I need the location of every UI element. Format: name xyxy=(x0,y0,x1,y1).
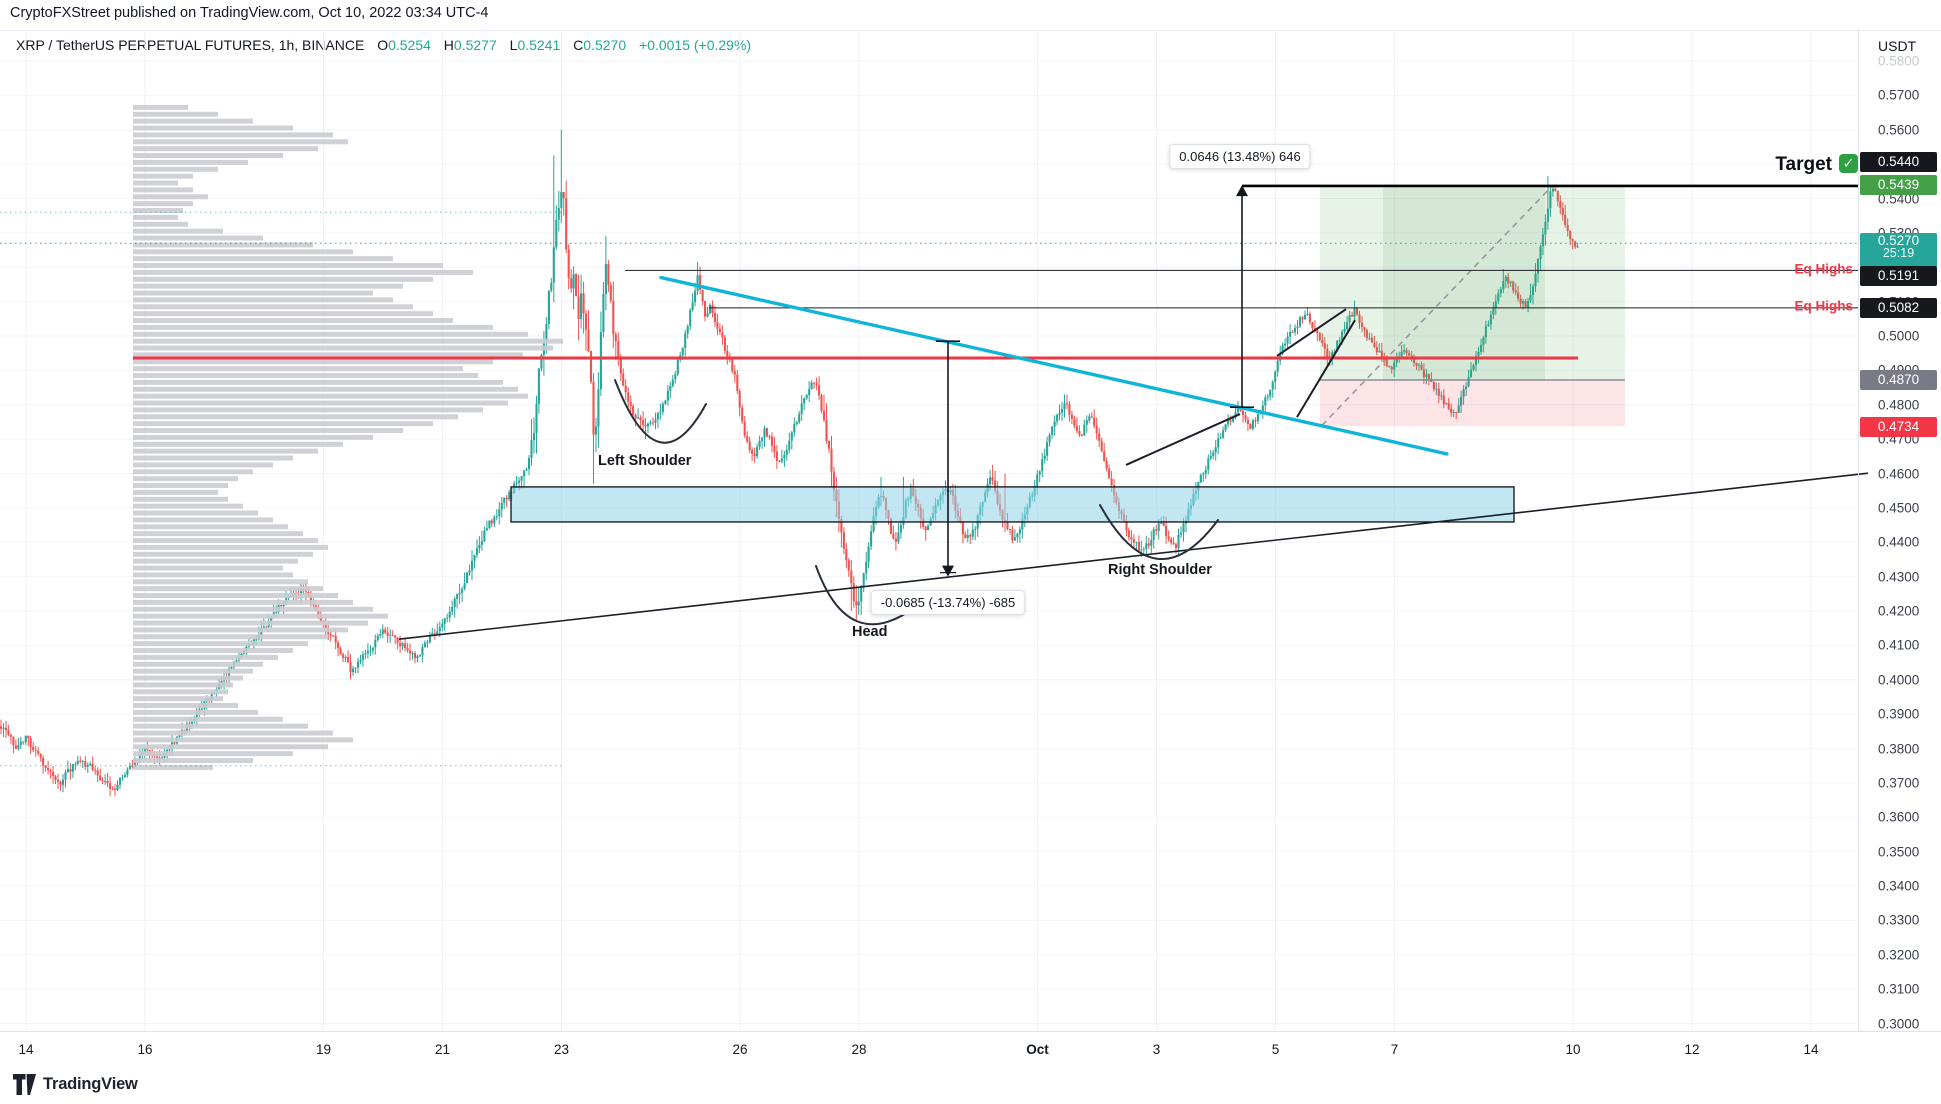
time-tick-19: 19 xyxy=(315,1042,332,1057)
long-position-tool[interactable] xyxy=(1320,185,1625,427)
price-tick-0.5600: 0.5600 xyxy=(1878,122,1920,138)
price-tick-0.3500: 0.3500 xyxy=(1878,844,1920,860)
price-tag-stop: 0.4734 xyxy=(1860,417,1937,437)
price-tick-0.4300: 0.4300 xyxy=(1878,569,1920,585)
price-tick-0.3300: 0.3300 xyxy=(1878,912,1920,928)
time-tick-12: 12 xyxy=(1684,1042,1700,1057)
price-tick-0.5700: 0.5700 xyxy=(1878,87,1920,103)
price-tick-0.3900: 0.3900 xyxy=(1878,706,1920,722)
channel-segment-1[interactable] xyxy=(1125,413,1241,466)
time-tick-23: 23 xyxy=(553,1042,570,1057)
price-tick-0.3200: 0.3200 xyxy=(1878,947,1920,963)
price-tick-0.4000: 0.4000 xyxy=(1878,672,1920,688)
measure-up-box: 0.0646 (13.48%) 646 xyxy=(1169,144,1311,169)
countdown-timer: 25:19 xyxy=(1882,246,1915,260)
descending-trendline-cyan[interactable] xyxy=(659,275,1449,456)
time-tick-14: 14 xyxy=(18,1042,34,1057)
price-tag-tp_line: 0.5439 xyxy=(1860,175,1937,195)
price-tag-entry: 0.4870 xyxy=(1860,370,1937,390)
ohlc-low-value: 0.5241 xyxy=(517,37,561,53)
eq-highs-label-1: Eq Highs xyxy=(1794,261,1853,277)
time-tick-21: 21 xyxy=(434,1042,451,1057)
ohlc-high-value: 0.5277 xyxy=(453,37,497,53)
tradingview-logo-icon xyxy=(13,1074,36,1095)
time-tick-26: 26 xyxy=(732,1042,748,1057)
target-label: Target xyxy=(1775,154,1832,175)
time-tick-5: 5 xyxy=(1271,1042,1280,1057)
volume-profile xyxy=(133,104,563,770)
price-tick-0.4500: 0.4500 xyxy=(1878,500,1920,516)
target-annotation: Target ✓ xyxy=(1700,154,1858,175)
symbol-title[interactable]: XRP / TetherUS PERPETUAL FUTURES, 1h, BI… xyxy=(16,37,365,53)
ascending-trendline-black[interactable] xyxy=(398,472,1869,640)
price-tick-0.5000: 0.5000 xyxy=(1878,328,1920,344)
pane-top-border xyxy=(0,30,1941,31)
ohlc-open-label: O xyxy=(377,37,389,53)
right-shoulder-arc[interactable] xyxy=(1099,504,1219,560)
time-tick-16: 16 xyxy=(137,1042,153,1057)
chart-legend[interactable]: XRP / TetherUS PERPETUAL FUTURES, 1h, BI… xyxy=(16,37,751,53)
change-value: +0.0015 (+0.29%) xyxy=(639,37,752,53)
price-tick-0.4400: 0.4400 xyxy=(1878,534,1920,550)
head-arc[interactable] xyxy=(815,565,915,626)
measure-down-arrow[interactable] xyxy=(936,340,960,577)
time-tick-14: 14 xyxy=(1803,1042,1819,1057)
ohlc-close-label: C xyxy=(573,37,584,53)
price-tick-0.3700: 0.3700 xyxy=(1878,775,1920,791)
measure-down-box: -0.0685 (-13.74%) -685 xyxy=(870,590,1026,615)
currency-label: USDT xyxy=(1878,38,1917,54)
time-axis[interactable] xyxy=(0,1031,1941,1032)
price-tag-target_price: 0.5440 xyxy=(1860,152,1937,172)
price-tag-eq_high_1: 0.5191 xyxy=(1860,266,1937,286)
time-tick-10: 10 xyxy=(1565,1042,1581,1057)
left-shoulder-arc[interactable] xyxy=(614,379,707,444)
channel-segment-2[interactable] xyxy=(1276,308,1347,357)
price-tick-0.4200: 0.4200 xyxy=(1878,603,1920,619)
price-tag-last_price: 0.5270 25:19 xyxy=(1860,233,1937,267)
tradingview-footer[interactable]: TradingView xyxy=(13,1074,138,1095)
price-tick-0.3400: 0.3400 xyxy=(1878,878,1920,894)
head-label: Head xyxy=(852,624,888,640)
channel-segment-3[interactable] xyxy=(1296,319,1356,418)
price-axis[interactable] xyxy=(1858,30,1859,1031)
left-shoulder-label: Left Shoulder xyxy=(598,453,692,469)
target-checkmark-icon: ✓ xyxy=(1839,154,1858,173)
price-tick-0.5800: 0.5800 xyxy=(1878,53,1920,69)
price-tick-0.3800: 0.3800 xyxy=(1878,741,1920,756)
price-tick-0.3100: 0.3100 xyxy=(1878,981,1920,997)
price-tag-eq_high_2: 0.5082 xyxy=(1860,298,1937,318)
price-tick-0.3000: 0.3000 xyxy=(1878,1016,1920,1031)
time-tick-Oct: Oct xyxy=(1026,1042,1049,1057)
time-tick-28: 28 xyxy=(851,1042,867,1057)
projection-dashed-line xyxy=(1321,185,1553,426)
tradingview-brand-text: TradingView xyxy=(43,1075,138,1093)
attribution-text: CryptoFXStreet published on TradingView.… xyxy=(10,5,489,21)
time-tick-7: 7 xyxy=(1390,1042,1399,1057)
price-tick-0.3600: 0.3600 xyxy=(1878,809,1920,825)
price-tick-0.4100: 0.4100 xyxy=(1878,637,1920,653)
neckline-zone-rectangle[interactable] xyxy=(510,486,1515,523)
eq-highs-label-2: Eq Highs xyxy=(1794,298,1853,314)
time-tick-3: 3 xyxy=(1152,1042,1161,1057)
price-tick-0.4600: 0.4600 xyxy=(1878,466,1920,481)
ohlc-low-label: L xyxy=(509,37,518,53)
ohlc-open-value: 0.5254 xyxy=(388,37,431,53)
ohlc-close-value: 0.5270 xyxy=(583,37,627,53)
grid-lines xyxy=(0,30,1858,1031)
ohlc-high-label: H xyxy=(443,37,454,53)
measure-up-arrow[interactable] xyxy=(1230,184,1858,408)
right-shoulder-label: Right Shoulder xyxy=(1108,562,1212,578)
price-tick-0.4800: 0.4800 xyxy=(1878,397,1920,413)
